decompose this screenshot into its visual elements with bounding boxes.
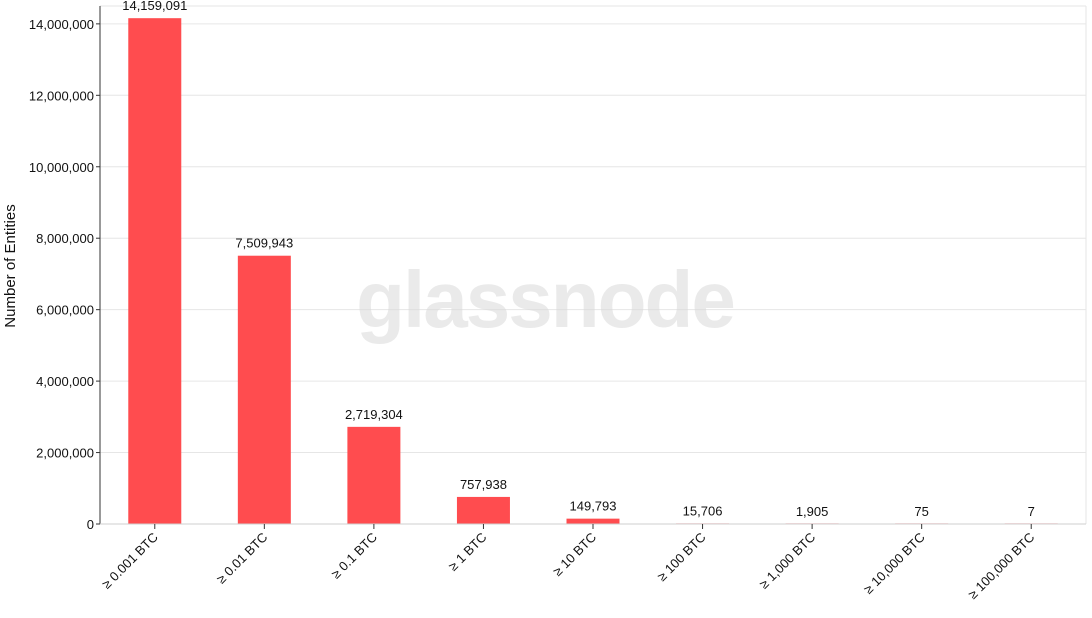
- data-label: 2,719,304: [345, 407, 403, 422]
- x-tick-label: ≥ 1,000 BTC: [756, 530, 818, 592]
- bar: [237, 255, 291, 525]
- data-label: 15,706: [683, 503, 723, 518]
- y-axis-label: Number of Entities: [2, 204, 19, 327]
- bars: [128, 18, 1058, 525]
- x-tick-label: ≥ 0.1 BTC: [328, 530, 380, 582]
- data-label: 75: [914, 504, 928, 519]
- data-label: 149,793: [570, 499, 617, 514]
- x-tick-label: ≥ 0.001 BTC: [99, 530, 161, 592]
- y-tick-label: 10,000,000: [29, 160, 94, 175]
- y-tick-label: 14,000,000: [29, 17, 94, 32]
- x-tick-label: ≥ 100 BTC: [654, 530, 708, 584]
- y-tick-label: 12,000,000: [29, 88, 94, 103]
- data-label: 7,509,943: [235, 236, 293, 251]
- x-tick-label: ≥ 10,000 BTC: [861, 530, 928, 597]
- watermark-logo: glassnode: [356, 255, 734, 344]
- y-axis-ticks: 0 2,000,000 4,000,000 6,000,000 8,000,000 10,…: [29, 17, 100, 532]
- x-axis-ticks: ≥ 0.001 BTC ≥ 0.01 BTC ≥ 0.1 BTC ≥ 1 BTC ≥ 1…: [99, 524, 1037, 602]
- x-tick-label: ≥ 1 BTC: [445, 530, 489, 574]
- x-tick-label: ≥ 10 BTC: [550, 530, 599, 579]
- y-tick-label: 2,000,000: [36, 446, 94, 461]
- y-tick-label: 4,000,000: [36, 374, 94, 389]
- bar: [347, 426, 401, 524]
- bar: [566, 518, 620, 524]
- y-tick-label: 6,000,000: [36, 303, 94, 318]
- bar: [456, 496, 510, 524]
- y-tick-label: 8,000,000: [36, 231, 94, 246]
- y-tick-label: 0: [87, 517, 94, 532]
- data-label: 14,159,091: [122, 0, 187, 13]
- x-tick-label: ≥ 100,000 BTC: [965, 530, 1037, 602]
- data-label: 1,905: [796, 504, 829, 519]
- data-labels: 14,159,091 7,509,943 2,719,304 757,938 149,7…: [122, 0, 1035, 519]
- x-tick-label: ≥ 0.01 BTC: [213, 530, 270, 587]
- bar: [128, 18, 182, 524]
- data-label: 757,938: [460, 477, 507, 492]
- data-label: 7: [1028, 504, 1035, 519]
